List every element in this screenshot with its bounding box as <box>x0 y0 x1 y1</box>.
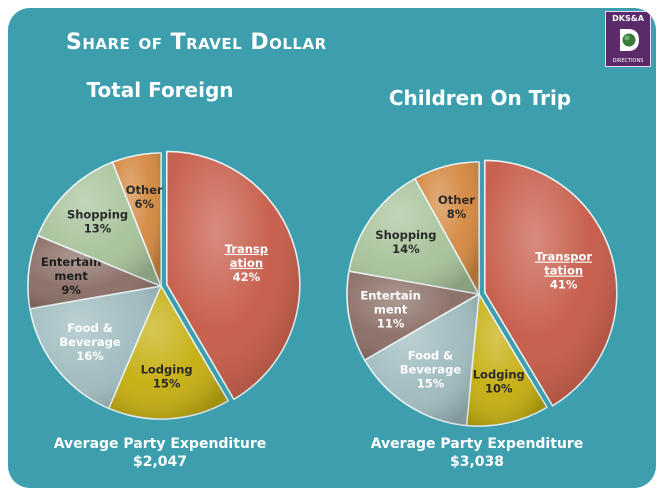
slice-category-text: Lodging <box>473 367 525 381</box>
chart-title-children-on-trip: Children On Trip <box>388 86 572 110</box>
slice-value: 13% <box>84 221 112 235</box>
slice-label-lodging: Lodging 10% <box>473 367 525 395</box>
slice-value: 41% <box>550 277 578 291</box>
slice-category-text: Transpor <box>535 249 592 263</box>
slice-entertainment-shading <box>28 235 162 309</box>
slide: Share of Travel Dollar DKS&A DIRECTIONS … <box>8 8 656 488</box>
slice-value: 9% <box>61 283 81 297</box>
slice-food-beverage-shading <box>364 294 479 426</box>
footer-value: $3,038 <box>449 454 505 470</box>
slice-category-text: Beverage <box>59 335 121 349</box>
slice-other-shading <box>414 162 479 294</box>
slice-label-entertainment: Entertain ment 11% <box>360 288 420 330</box>
slice-value: 42% <box>233 269 261 283</box>
slice-transportation-shading <box>484 160 617 406</box>
slice-shopping-shading <box>37 162 161 286</box>
footer-value: $2,047 <box>132 454 188 470</box>
pie-total-foreign: Transp ation 42% Lodging 15% Food & Beverage 16… <box>27 150 301 420</box>
slice-category-text: Food & <box>408 348 453 362</box>
slice-label-transportation: Transpor tation 41% <box>535 249 592 291</box>
slice-label-other: Other 6% <box>126 183 163 211</box>
slice-category-text: Beverage <box>400 362 462 376</box>
slice-other-shading <box>112 153 161 286</box>
slice-category-text: tation <box>544 263 583 277</box>
logo-top-text: DKS&A <box>612 14 644 23</box>
slice-food-beverage-shading <box>29 286 162 409</box>
slice-value: 14% <box>392 241 420 255</box>
footer-label: Average Party Expenditure <box>53 436 267 452</box>
d-letter-globe-icon <box>620 29 639 51</box>
slice-category-text: Shopping <box>67 207 128 221</box>
slice-category-text: Other <box>438 193 475 207</box>
slide-title: Share of Travel Dollar <box>66 30 327 55</box>
slice-category-text: ment <box>54 269 88 283</box>
chart-title-total-foreign: Total Foreign <box>86 78 234 102</box>
slice-label-transportation: Transp ation 42% <box>225 241 268 283</box>
slice-category-text: Shopping <box>375 227 436 241</box>
slice-lodging-shading <box>108 286 229 419</box>
slice-category-text: ment <box>374 302 408 316</box>
slice-category-text: Other <box>126 183 163 197</box>
slice-transportation-shading <box>166 151 300 400</box>
slice-category-text: Lodging <box>141 362 193 376</box>
slice-label-other: Other 8% <box>438 193 475 221</box>
footer-children-on-trip: Average Party Expenditure $3,038 <box>371 435 584 471</box>
slice-value: 16% <box>76 349 104 363</box>
slice-category-text: Entertain <box>41 255 101 269</box>
slice-category-text: ation <box>230 255 263 269</box>
slice-value: 11% <box>377 316 405 330</box>
slice-label-entertainment: Entertain ment 9% <box>41 255 101 297</box>
footer-total-foreign: Average Party Expenditure $2,047 <box>54 435 267 471</box>
slice-label-shopping: Shopping 14% <box>375 227 436 255</box>
pie-charts: Transp ation 42%Lodging 15%Food & Beverage 16… <box>27 150 618 427</box>
footer-label: Average Party Expenditure <box>370 436 584 452</box>
slice-entertainment-shading <box>346 271 479 360</box>
company-logo: DKS&A DIRECTIONS <box>605 11 651 67</box>
slice-label-food-beverage: Food & Beverage 15% <box>400 348 462 390</box>
slice-label-food-beverage: Food & Beverage 16% <box>59 321 121 363</box>
slice-category-text: Food & <box>67 321 112 335</box>
slice-value: 15% <box>153 376 181 390</box>
slice-value: 6% <box>134 197 154 211</box>
slice-label-lodging: Lodging 15% <box>141 362 193 390</box>
slice-label-shopping: Shopping 13% <box>67 207 128 235</box>
pie-children-on-trip: Transpor tation 41% Lodging 10% Food & Beverag… <box>346 159 618 427</box>
slice-value: 10% <box>485 381 513 395</box>
slice-shopping-shading <box>349 178 479 294</box>
slice-value: 15% <box>417 376 445 390</box>
slice-category-text: Transp <box>225 241 268 255</box>
slice-lodging-shading <box>466 294 547 426</box>
slice-category-text: Entertain <box>360 288 420 302</box>
slice-value: 8% <box>447 207 467 221</box>
logo-bottom-text: DIRECTIONS <box>612 58 644 64</box>
